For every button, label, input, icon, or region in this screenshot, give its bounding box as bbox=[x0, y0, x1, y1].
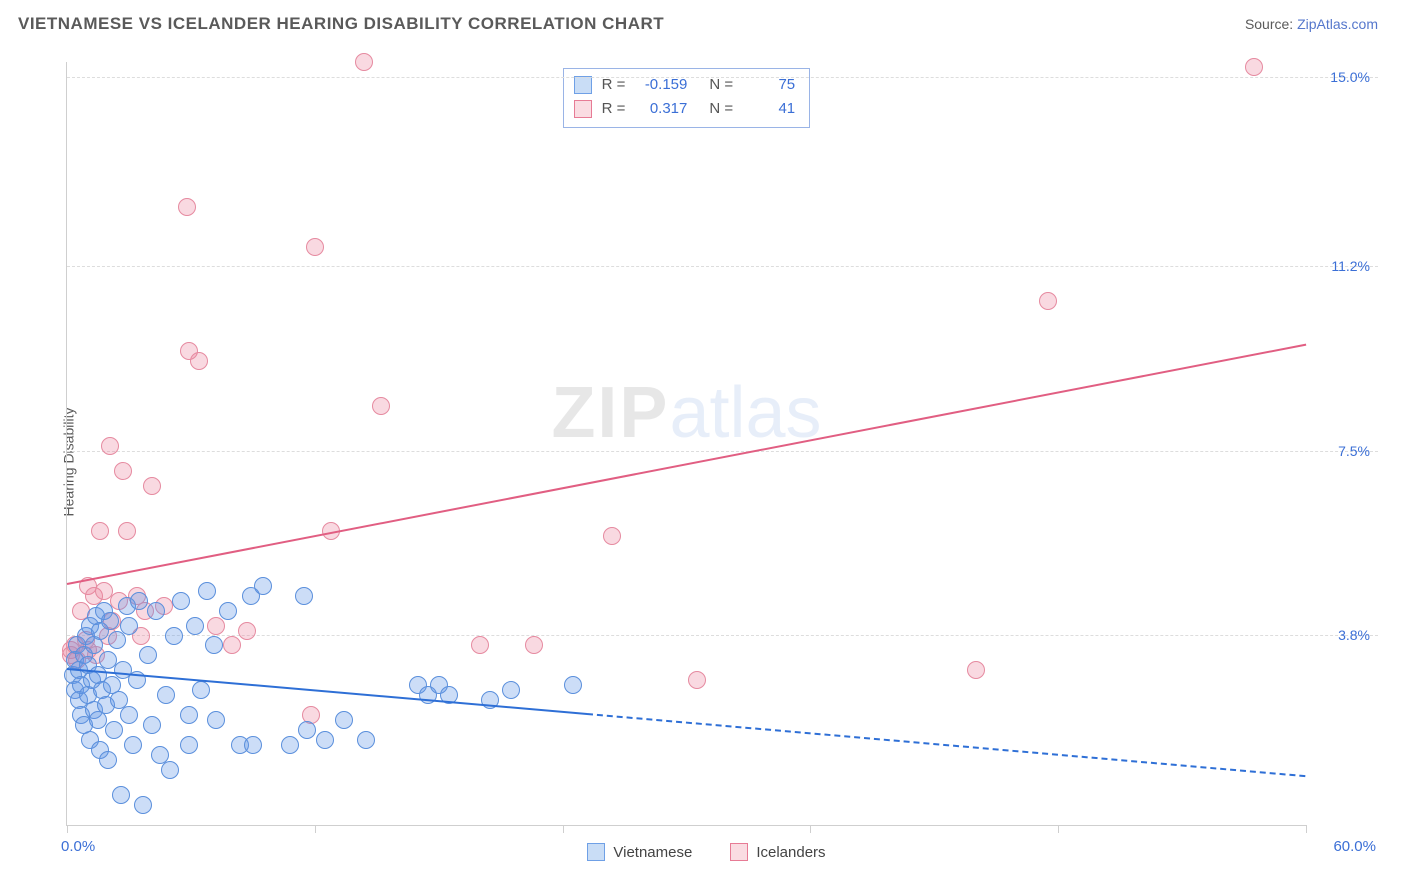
data-point-vietnamese bbox=[172, 592, 190, 610]
data-point-vietnamese bbox=[254, 577, 272, 595]
r-label: R = bbox=[602, 97, 626, 121]
x-tick bbox=[1058, 825, 1059, 833]
data-point-vietnamese bbox=[180, 736, 198, 754]
data-point-vietnamese bbox=[207, 711, 225, 729]
chart-title: VIETNAMESE VS ICELANDER HEARING DISABILI… bbox=[18, 14, 664, 34]
data-point-icelanders bbox=[967, 661, 985, 679]
data-point-icelanders bbox=[355, 53, 373, 71]
chart-container: Hearing Disability ZIPatlas R =-0.159N =… bbox=[18, 50, 1378, 874]
data-point-icelanders bbox=[372, 397, 390, 415]
data-point-vietnamese bbox=[244, 736, 262, 754]
data-point-icelanders bbox=[114, 462, 132, 480]
grid-line bbox=[67, 635, 1378, 636]
grid-line bbox=[67, 266, 1378, 267]
data-point-vietnamese bbox=[295, 587, 313, 605]
data-point-icelanders bbox=[306, 238, 324, 256]
data-point-vietnamese bbox=[143, 716, 161, 734]
x-tick-label: 60.0% bbox=[1333, 838, 1376, 855]
data-point-vietnamese bbox=[120, 617, 138, 635]
legend-item: Icelanders bbox=[730, 843, 825, 861]
x-tick bbox=[67, 825, 68, 833]
y-tick-label: 11.2% bbox=[1331, 258, 1370, 274]
source-link[interactable]: ZipAtlas.com bbox=[1297, 16, 1378, 32]
data-point-vietnamese bbox=[130, 592, 148, 610]
legend-swatch bbox=[574, 76, 592, 94]
data-point-icelanders bbox=[118, 522, 136, 540]
data-point-vietnamese bbox=[564, 676, 582, 694]
data-point-vietnamese bbox=[219, 602, 237, 620]
source-attribution: Source: ZipAtlas.com bbox=[1245, 16, 1378, 32]
data-point-vietnamese bbox=[134, 796, 152, 814]
data-point-icelanders bbox=[190, 352, 208, 370]
n-label: N = bbox=[709, 97, 733, 121]
data-point-icelanders bbox=[1245, 58, 1263, 76]
y-tick-label: 7.5% bbox=[1338, 443, 1370, 459]
data-point-vietnamese bbox=[281, 736, 299, 754]
legend-label: Vietnamese bbox=[613, 844, 692, 861]
legend-swatch bbox=[587, 843, 605, 861]
data-point-icelanders bbox=[143, 477, 161, 495]
grid-line bbox=[67, 77, 1378, 78]
data-point-vietnamese bbox=[139, 646, 157, 664]
plot-area: ZIPatlas R =-0.159N =75R =0.317N =41 Vie… bbox=[66, 62, 1306, 826]
data-point-vietnamese bbox=[108, 631, 126, 649]
y-tick-label: 3.8% bbox=[1338, 627, 1370, 643]
data-point-icelanders bbox=[91, 522, 109, 540]
grid-line bbox=[67, 451, 1378, 452]
data-point-vietnamese bbox=[161, 761, 179, 779]
data-point-vietnamese bbox=[357, 731, 375, 749]
data-point-vietnamese bbox=[192, 681, 210, 699]
watermark: ZIPatlas bbox=[551, 372, 821, 454]
trend-line-vietnamese-extrapolated bbox=[587, 713, 1306, 777]
data-point-vietnamese bbox=[101, 612, 119, 630]
x-tick bbox=[810, 825, 811, 833]
data-point-vietnamese bbox=[502, 681, 520, 699]
data-point-vietnamese bbox=[186, 617, 204, 635]
data-point-vietnamese bbox=[99, 751, 117, 769]
watermark-part1: ZIP bbox=[551, 373, 669, 453]
data-point-vietnamese bbox=[124, 736, 142, 754]
legend-swatch bbox=[574, 100, 592, 118]
r-value: 0.317 bbox=[635, 97, 687, 121]
series-legend: Vietnamese Icelanders bbox=[587, 843, 825, 861]
stats-row: R = 0.317 N = 41 bbox=[574, 97, 796, 121]
data-point-vietnamese bbox=[316, 731, 334, 749]
data-point-icelanders bbox=[525, 636, 543, 654]
x-tick-label: 0.0% bbox=[61, 838, 95, 855]
data-point-vietnamese bbox=[112, 786, 130, 804]
legend-item: Vietnamese bbox=[587, 843, 692, 861]
data-point-vietnamese bbox=[120, 706, 138, 724]
data-point-vietnamese bbox=[157, 686, 175, 704]
data-point-icelanders bbox=[101, 437, 119, 455]
header: VIETNAMESE VS ICELANDER HEARING DISABILI… bbox=[0, 0, 1406, 44]
data-point-vietnamese bbox=[105, 721, 123, 739]
trend-line-icelanders bbox=[67, 344, 1306, 585]
n-value: 41 bbox=[743, 97, 795, 121]
data-point-vietnamese bbox=[198, 582, 216, 600]
data-point-vietnamese bbox=[165, 627, 183, 645]
data-point-icelanders bbox=[223, 636, 241, 654]
data-point-icelanders bbox=[688, 671, 706, 689]
data-point-vietnamese bbox=[180, 706, 198, 724]
x-tick bbox=[1306, 825, 1307, 833]
data-point-vietnamese bbox=[335, 711, 353, 729]
data-point-icelanders bbox=[207, 617, 225, 635]
y-tick-label: 15.0% bbox=[1330, 69, 1370, 85]
source-prefix: Source: bbox=[1245, 16, 1297, 32]
data-point-vietnamese bbox=[298, 721, 316, 739]
legend-swatch bbox=[730, 843, 748, 861]
data-point-icelanders bbox=[238, 622, 256, 640]
legend-label: Icelanders bbox=[756, 844, 825, 861]
x-tick bbox=[563, 825, 564, 833]
data-point-icelanders bbox=[178, 198, 196, 216]
data-point-vietnamese bbox=[147, 602, 165, 620]
data-point-icelanders bbox=[1039, 292, 1057, 310]
data-point-icelanders bbox=[603, 527, 621, 545]
data-point-icelanders bbox=[471, 636, 489, 654]
data-point-vietnamese bbox=[205, 636, 223, 654]
x-tick bbox=[315, 825, 316, 833]
